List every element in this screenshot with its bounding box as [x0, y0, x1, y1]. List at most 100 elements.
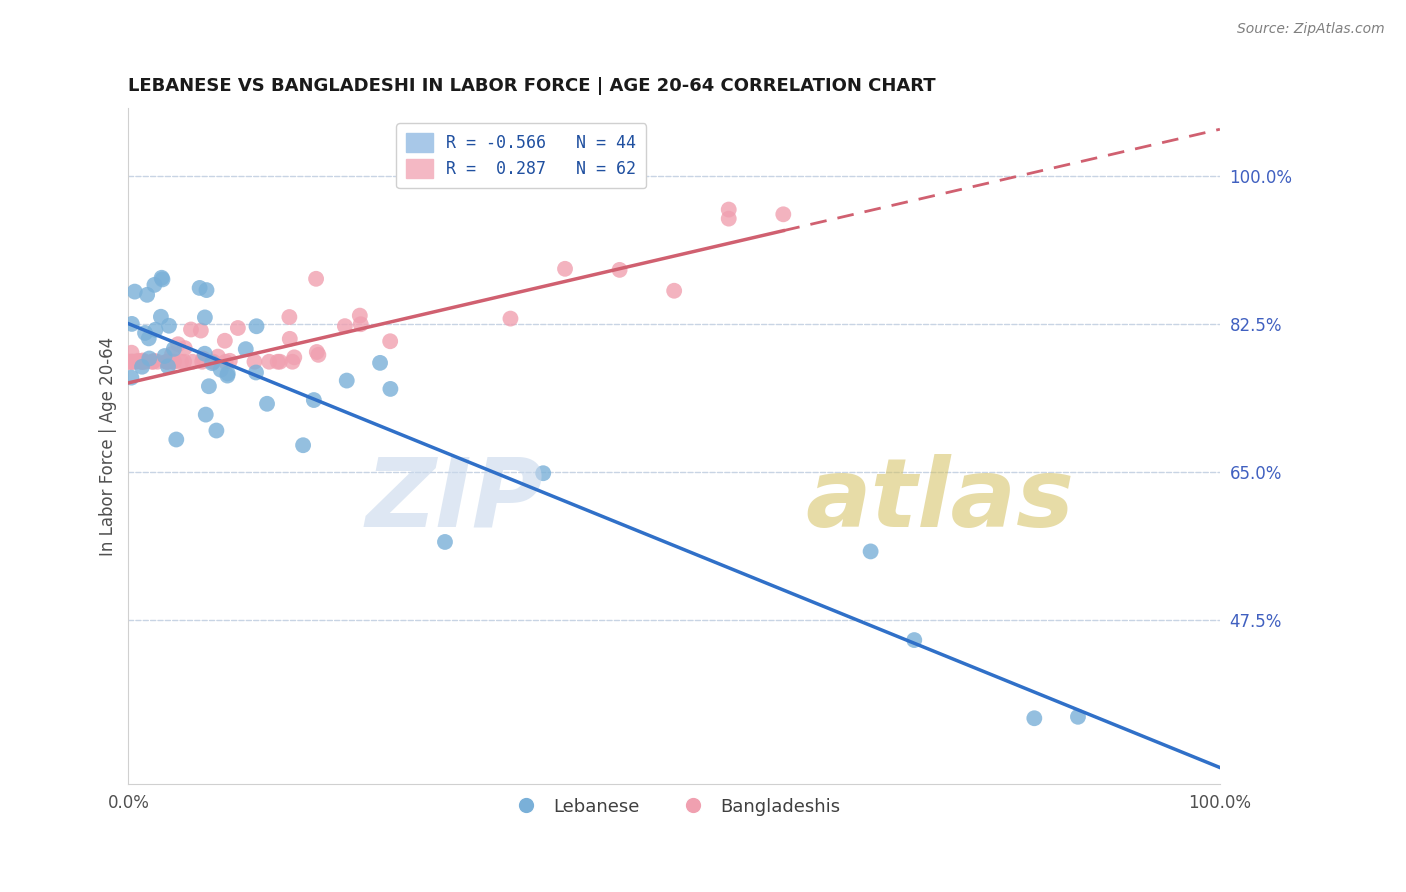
Point: [368, 356, 391, 370]
Point: [859, 544, 882, 558]
Point: [134, 355, 156, 369]
Point: [302, 392, 325, 407]
Point: [333, 319, 356, 334]
Point: [903, 633, 925, 648]
Point: [152, 272, 174, 286]
Point: [118, 355, 141, 369]
Point: [772, 207, 794, 221]
Point: [129, 355, 152, 369]
Point: [134, 326, 156, 340]
Point: [173, 341, 195, 355]
Point: [163, 342, 186, 356]
Point: [141, 355, 163, 369]
Point: [131, 359, 153, 374]
Point: [217, 368, 239, 383]
Point: [662, 284, 685, 298]
Point: [554, 261, 576, 276]
Point: [150, 270, 173, 285]
Point: [226, 321, 249, 335]
Point: [143, 277, 166, 292]
Point: [118, 355, 141, 369]
Point: [281, 355, 304, 369]
Point: [156, 355, 179, 369]
Point: [209, 362, 232, 376]
Point: [149, 310, 172, 324]
Point: [194, 310, 217, 325]
Point: [350, 317, 373, 331]
Point: [433, 535, 456, 549]
Point: [194, 408, 217, 422]
Point: [217, 367, 239, 381]
Point: [305, 345, 328, 359]
Point: [153, 349, 176, 363]
Point: [190, 324, 212, 338]
Point: [245, 319, 267, 334]
Point: [156, 359, 179, 374]
Y-axis label: In Labor Force | Age 20-64: In Labor Force | Age 20-64: [100, 336, 117, 556]
Point: [257, 355, 280, 369]
Point: [245, 366, 267, 380]
Point: [131, 355, 153, 369]
Point: [181, 355, 204, 369]
Point: [243, 355, 266, 369]
Point: [349, 309, 371, 323]
Point: [156, 355, 179, 369]
Point: [145, 323, 167, 337]
Point: [201, 356, 224, 370]
Point: [143, 353, 166, 368]
Point: [138, 351, 160, 366]
Point: [336, 374, 359, 388]
Point: [1024, 711, 1046, 725]
Point: [201, 355, 224, 369]
Point: [121, 355, 143, 369]
Point: [180, 322, 202, 336]
Point: [207, 350, 229, 364]
Point: [138, 331, 160, 345]
Point: [717, 202, 740, 217]
Point: [191, 355, 214, 369]
Point: [214, 355, 236, 369]
Point: [188, 281, 211, 295]
Point: [132, 355, 155, 369]
Point: [121, 345, 143, 359]
Point: [136, 288, 159, 302]
Point: [193, 351, 215, 366]
Point: [165, 433, 187, 447]
Point: [163, 355, 186, 369]
Point: [160, 347, 183, 361]
Point: [269, 355, 291, 369]
Point: [307, 348, 329, 362]
Point: [278, 332, 301, 346]
Text: LEBANESE VS BANGLADESHI IN LABOR FORCE | AGE 20-64 CORRELATION CHART: LEBANESE VS BANGLADESHI IN LABOR FORCE |…: [128, 78, 936, 95]
Point: [131, 355, 153, 369]
Point: [173, 355, 195, 369]
Legend: Lebanese, Bangladeshis: Lebanese, Bangladeshis: [501, 790, 848, 822]
Point: [132, 353, 155, 368]
Text: Source: ZipAtlas.com: Source: ZipAtlas.com: [1237, 22, 1385, 37]
Point: [305, 272, 328, 286]
Point: [380, 382, 402, 396]
Point: [256, 397, 278, 411]
Point: [380, 334, 402, 349]
Point: [717, 211, 740, 226]
Point: [170, 355, 193, 369]
Point: [198, 379, 221, 393]
Point: [142, 355, 165, 369]
Point: [283, 351, 305, 365]
Point: [167, 337, 190, 351]
Point: [157, 318, 180, 333]
Point: [214, 334, 236, 348]
Point: [121, 355, 143, 369]
Text: ZIP: ZIP: [366, 454, 543, 547]
Point: [125, 355, 148, 369]
Point: [278, 310, 301, 324]
Point: [499, 311, 522, 326]
Point: [292, 438, 315, 452]
Text: atlas: atlas: [806, 454, 1074, 547]
Point: [146, 355, 169, 369]
Point: [122, 355, 145, 369]
Point: [127, 353, 149, 368]
Point: [205, 424, 228, 438]
Point: [609, 263, 631, 277]
Point: [531, 467, 554, 481]
